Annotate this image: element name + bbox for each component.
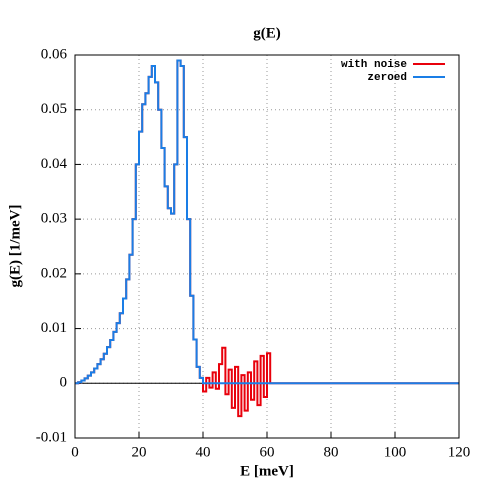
y-tick-label: 0.06	[41, 46, 68, 62]
y-tick-label: 0.03	[41, 211, 67, 227]
x-axis-label: E [meV]	[240, 463, 294, 479]
x-tick-label: 0	[71, 444, 79, 460]
x-tick-label: 40	[196, 444, 211, 460]
y-tick-label: -0.01	[36, 429, 67, 445]
y-tick-label: 0	[60, 375, 68, 391]
y-tick-label: 0.05	[41, 101, 67, 117]
y-axis-label: g(E) [1/meV]	[7, 205, 23, 288]
legend-label: with noise	[341, 59, 407, 71]
chart-title: g(E)	[253, 25, 281, 41]
y-tick-label: 0.02	[41, 265, 67, 281]
x-tick-label: 60	[260, 444, 275, 460]
x-tick-label: 20	[132, 444, 147, 460]
x-tick-label: 120	[448, 444, 471, 460]
y-tick-label: 0.01	[41, 320, 67, 336]
series-line	[75, 59, 459, 385]
legend-label: zeroed	[367, 72, 407, 84]
x-tick-label: 80	[324, 444, 339, 460]
x-tick-label: 100	[384, 444, 407, 460]
y-tick-label: 0.04	[41, 156, 68, 172]
plot-frame	[74, 54, 460, 439]
